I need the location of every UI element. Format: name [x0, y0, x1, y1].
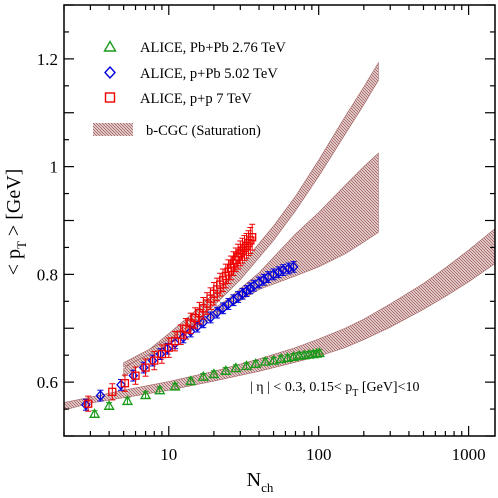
marker-diamond: [254, 276, 264, 288]
legend-label-ppb: ALICE, p+Pb 5.02 TeV: [140, 66, 278, 82]
legend-item-ppb: ALICE, p+Pb 5.02 TeV: [104, 65, 278, 82]
marker-square: [120, 379, 130, 388]
x-tick-label: 100: [306, 445, 332, 464]
marker-diamond: [185, 326, 196, 337]
legend-band-swatch: [93, 123, 133, 136]
marker-square: [108, 387, 117, 396]
marker-triangle: [281, 352, 294, 363]
legend-item-band: b-CGC (Saturation): [93, 123, 261, 139]
marker-diamond: [241, 285, 252, 297]
marker-square: [221, 271, 230, 281]
marker-diamond: [138, 362, 149, 374]
marker-diamond: [198, 316, 209, 328]
marker-triangle: [313, 347, 325, 358]
marker-triangle: [220, 364, 232, 375]
x-axis-label-sub: ch: [261, 480, 274, 495]
x-tick-label: 1000: [452, 445, 486, 464]
axis-ticks: 10 100 1000 0.6 0.8 1 1.2: [37, 4, 495, 464]
marker-diamond: [212, 307, 222, 319]
legend: ALICE, Pb+Pb 2.76 TeV ALICE, p+Pb 5.02 T…: [93, 40, 286, 139]
x-tick-label: 10: [160, 445, 177, 464]
marker-diamond: [245, 282, 256, 294]
marker-triangle: [240, 360, 253, 371]
x-axis-label: Nch: [247, 469, 274, 495]
annotation-tail: [GeV]<10: [358, 380, 419, 395]
y-axis-label-sub: T: [14, 241, 29, 249]
marker-square: [157, 349, 167, 359]
legend-marker-triangle: [103, 40, 117, 52]
kinematic-cuts-annotation: | η | < 0.3, 0.15< pT [GeV]<10: [250, 380, 419, 399]
series-2: [84, 223, 257, 412]
marker-square: [218, 276, 228, 285]
marker-triangle: [197, 370, 209, 381]
y-tick-label: 1.2: [37, 50, 58, 69]
marker-square: [164, 343, 173, 352]
legend-item-pbpb: ALICE, Pb+Pb 2.76 TeV: [103, 40, 286, 56]
marker-triangle: [250, 357, 262, 368]
marker-square: [176, 330, 185, 339]
marker-triangle: [169, 380, 181, 391]
marker-triangle: [139, 389, 152, 400]
marker-square: [150, 356, 159, 365]
legend-marker-diamond: [104, 65, 116, 80]
marker-diamond: [237, 288, 248, 300]
marker-square: [181, 324, 191, 333]
marker-square: [84, 399, 93, 408]
legend-label-band: b-CGC (Saturation): [146, 123, 261, 139]
marker-triangle: [267, 354, 280, 365]
legend-marker-square: [104, 92, 116, 103]
y-axis-label: < pT > [GeV]: [3, 169, 29, 276]
marker-square: [226, 263, 236, 273]
marker-triangle: [103, 400, 115, 410]
legend-label-pp: ALICE, p+p 7 TeV: [140, 91, 252, 107]
marker-triangle: [275, 353, 287, 364]
marker-triangle: [230, 362, 242, 373]
marker-diamond: [258, 274, 269, 286]
marker-square: [186, 319, 195, 328]
marker-square: [141, 363, 150, 372]
marker-diamond: [268, 268, 279, 280]
marker-diamond: [205, 311, 216, 323]
y-tick-label: 1: [50, 158, 59, 177]
marker-diamond: [116, 379, 126, 391]
marker-triangle: [259, 355, 271, 366]
marker-diamond: [273, 266, 284, 278]
marker-diamond: [283, 262, 294, 274]
data-points: [81, 223, 325, 419]
marker-square: [191, 313, 200, 323]
marker-square: [236, 249, 245, 258]
marker-square: [131, 371, 140, 380]
annotation-sub: T: [352, 388, 358, 399]
marker-triangle: [88, 408, 101, 419]
marker-square: [248, 233, 257, 242]
y-axis-label-close: > [GeV]: [3, 169, 25, 241]
marker-diamond: [147, 355, 158, 367]
marker-diamond: [218, 302, 228, 314]
marker-diamond: [278, 264, 289, 276]
marker-triangle: [154, 384, 166, 395]
marker-square: [170, 337, 180, 346]
y-tick-label: 0.6: [37, 373, 58, 392]
y-tick-label: 0.8: [37, 265, 58, 284]
legend-label-pbpb: ALICE, Pb+Pb 2.76 TeV: [140, 40, 286, 56]
marker-triangle: [185, 375, 197, 386]
marker-triangle: [208, 368, 220, 379]
marker-diamond: [95, 390, 106, 402]
marker-diamond: [288, 261, 299, 273]
marker-triangle: [121, 395, 134, 406]
legend-item-pp: ALICE, p+p 7 TeV: [104, 91, 252, 107]
series-0: [88, 347, 325, 419]
